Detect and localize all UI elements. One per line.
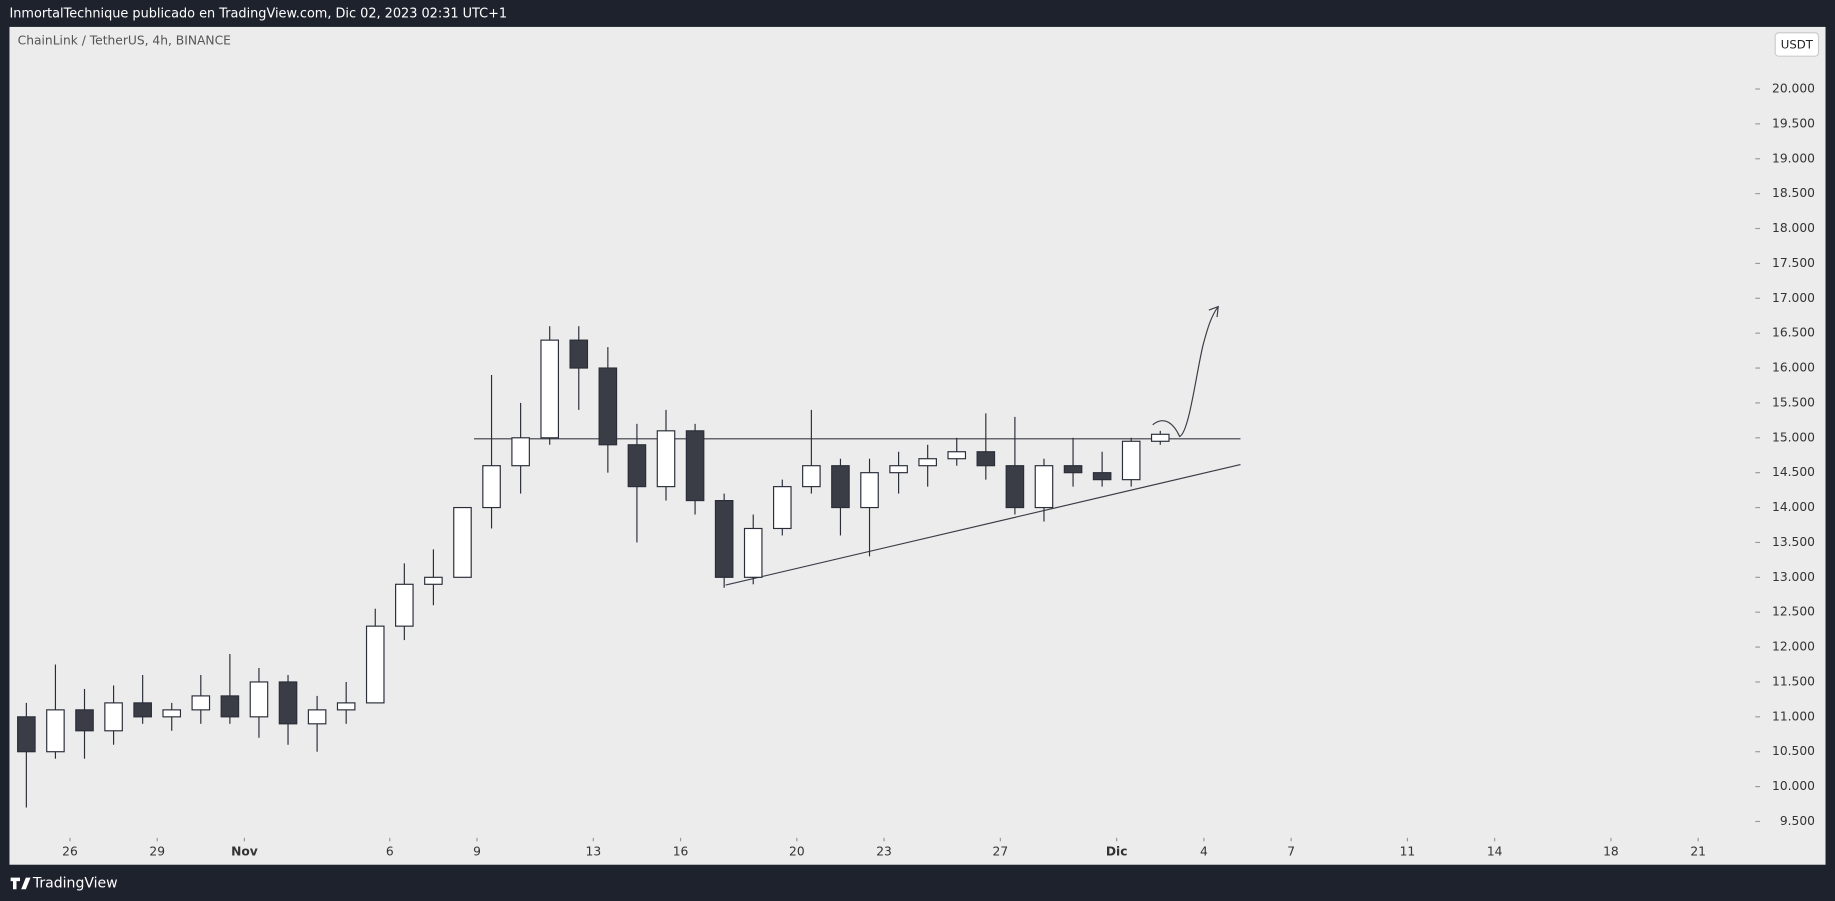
candle-body bbox=[802, 465, 821, 488]
candle-body bbox=[1150, 433, 1170, 442]
x-tick-label: 29 bbox=[149, 844, 165, 858]
logo-mark[interactable] bbox=[10, 877, 31, 890]
y-tick-label: 9.500 bbox=[1780, 814, 1815, 828]
y-tick-label: 15.500 bbox=[1772, 395, 1815, 409]
candle-body bbox=[1121, 440, 1141, 481]
candle-body bbox=[947, 451, 967, 460]
y-tick-label: 10.500 bbox=[1772, 744, 1815, 758]
x-tick-label: Dic bbox=[1106, 844, 1128, 858]
candle-body bbox=[453, 506, 472, 578]
y-tick-label: 14.000 bbox=[1772, 500, 1815, 514]
candle-body bbox=[365, 625, 385, 704]
candle-body bbox=[133, 702, 152, 718]
y-tick-label: 16.500 bbox=[1772, 326, 1815, 340]
candle-body bbox=[75, 709, 94, 732]
candle-body bbox=[336, 702, 356, 711]
candle-body bbox=[540, 339, 560, 439]
currency[interactable]: USDT bbox=[1781, 38, 1814, 52]
candle-body bbox=[685, 430, 705, 502]
x-tick-label: 27 bbox=[993, 844, 1009, 858]
candle-body bbox=[307, 709, 327, 725]
projection-arrow bbox=[1152, 306, 1219, 438]
candle-body bbox=[46, 709, 65, 753]
y-tick-label: 12.500 bbox=[1772, 605, 1815, 619]
candle-body bbox=[569, 339, 589, 369]
candle-body bbox=[743, 527, 763, 578]
y-tick-label: 18.500 bbox=[1772, 186, 1815, 200]
candle-body bbox=[249, 681, 269, 718]
candle-body bbox=[656, 430, 676, 488]
y-tick-label: 11.000 bbox=[1772, 709, 1815, 723]
trend-line bbox=[725, 463, 1241, 586]
plot-area bbox=[9, 26, 1826, 865]
y-tick-label: 15.000 bbox=[1772, 430, 1815, 444]
x-tick-label: 26 bbox=[62, 844, 78, 858]
candle-body bbox=[191, 695, 211, 711]
arrow-head bbox=[1208, 305, 1219, 318]
x-tick-label: 14 bbox=[1487, 844, 1503, 858]
candle-body bbox=[278, 681, 298, 725]
candle-body bbox=[598, 367, 618, 446]
y-tick-label: 20.000 bbox=[1772, 81, 1815, 95]
y-tick-label: 14.500 bbox=[1772, 465, 1815, 479]
candle-body bbox=[889, 465, 908, 474]
candle-body bbox=[1034, 465, 1054, 509]
y-tick-label: 19.500 bbox=[1772, 116, 1815, 130]
x-tick-label: 23 bbox=[876, 844, 892, 858]
candle-body bbox=[1005, 465, 1025, 509]
y-tick-label: 13.000 bbox=[1772, 570, 1815, 584]
candle-body bbox=[220, 695, 240, 718]
y-tick-label: 19.000 bbox=[1772, 151, 1815, 165]
x-tick-label: 18 bbox=[1603, 844, 1619, 858]
symbol-title: ChainLink / TetherUS, 4h, BINANCE bbox=[18, 33, 231, 47]
y-tick-label: 10.000 bbox=[1772, 779, 1815, 793]
y-tick-label: 18.000 bbox=[1772, 221, 1815, 235]
candle-body bbox=[511, 437, 530, 467]
y-tick-label: 11.500 bbox=[1772, 674, 1815, 688]
y-tick-label: 16.000 bbox=[1772, 361, 1815, 375]
candle-body bbox=[162, 709, 182, 718]
x-tick-label: 20 bbox=[789, 844, 805, 858]
x-tick-label: 11 bbox=[1400, 844, 1416, 858]
logo[interactable]: TradingView bbox=[10, 875, 118, 891]
candle-body bbox=[918, 458, 937, 467]
candle-body bbox=[714, 499, 734, 578]
x-tick-label: 7 bbox=[1287, 844, 1295, 858]
x-tick-label: 9 bbox=[473, 844, 481, 858]
candle-body bbox=[395, 583, 414, 627]
candle-body bbox=[17, 716, 36, 753]
y-tick-label: 12.000 bbox=[1772, 640, 1815, 654]
brand[interactable]: TradingView bbox=[32, 875, 118, 891]
x-tick-label: 6 bbox=[386, 844, 394, 858]
candle-body bbox=[482, 465, 501, 509]
candle-body bbox=[627, 444, 647, 488]
x-tick-label: 21 bbox=[1690, 844, 1706, 858]
currency-box[interactable] bbox=[1774, 32, 1820, 57]
x-tick-label: 13 bbox=[586, 844, 602, 858]
y-tick-label: 17.500 bbox=[1772, 256, 1815, 270]
candle-body bbox=[424, 576, 443, 585]
candle-body bbox=[104, 702, 123, 732]
candle-body bbox=[1092, 472, 1112, 481]
x-tick-label: 4 bbox=[1200, 844, 1208, 858]
candle-body bbox=[860, 472, 879, 509]
y-tick-label: 13.500 bbox=[1772, 535, 1815, 549]
candle-body bbox=[976, 451, 996, 467]
candle-body bbox=[831, 465, 850, 509]
candle-body bbox=[1063, 465, 1083, 474]
x-tick-label: Nov bbox=[231, 844, 258, 858]
publisher: InmortalTechnique publicado en TradingVi… bbox=[9, 7, 507, 22]
candle-body bbox=[772, 486, 792, 530]
y-tick-label: 17.000 bbox=[1772, 291, 1815, 305]
x-tick-label: 16 bbox=[673, 844, 689, 858]
